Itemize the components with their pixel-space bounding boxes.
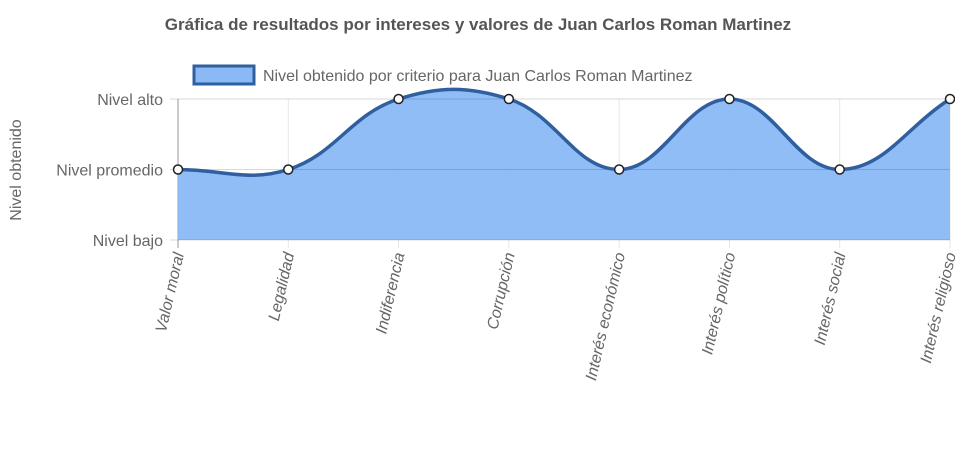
- x-tick-label: Corrupción: [485, 251, 519, 331]
- y-axis-title: Nivel obtenido: [8, 119, 25, 221]
- legend-label: Nivel obtenido por criterio para Juan Ca…: [263, 68, 693, 85]
- x-tick-label: Interés económico: [583, 251, 629, 382]
- point: [613, 164, 625, 175]
- area: [178, 89, 950, 240]
- point: [724, 93, 735, 105]
- point: [393, 93, 404, 105]
- x-tick-label: Interés social: [812, 251, 850, 347]
- point: [834, 164, 845, 175]
- y-tick-label: Nivel promedio: [56, 163, 163, 180]
- legend-swatch: [192, 64, 256, 86]
- line: [177, 87, 951, 177]
- x-tick-label: Legalidad: [266, 250, 298, 323]
- point: [944, 93, 955, 105]
- x-tick-label: Indiferencia: [373, 251, 408, 336]
- point: [503, 93, 515, 105]
- x-tick-label: Interés religioso: [918, 251, 955, 365]
- chart-title: Gráfica de resultados por intereses y va…: [165, 15, 791, 34]
- point: [172, 164, 184, 175]
- y-tick-label: Nivel bajo: [93, 233, 163, 250]
- x-tick-label: Interés político: [699, 251, 739, 356]
- x-tick-label: Valor moral: [153, 251, 188, 334]
- y-tick-label: Nivel alto: [97, 92, 163, 109]
- point: [283, 164, 294, 175]
